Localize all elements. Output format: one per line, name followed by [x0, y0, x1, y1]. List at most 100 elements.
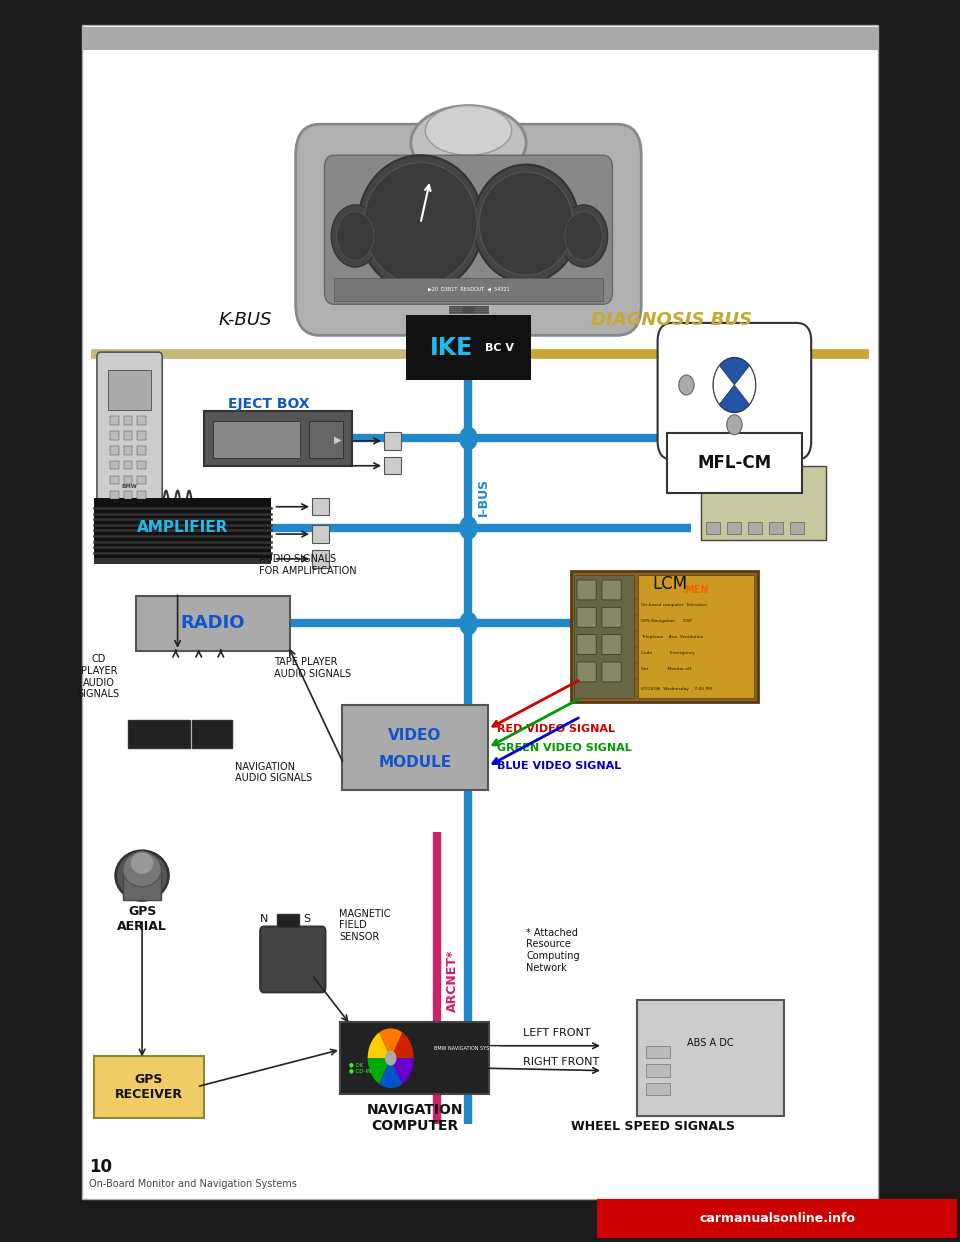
Text: MEN: MEN: [684, 585, 708, 595]
Wedge shape: [391, 1058, 414, 1084]
FancyBboxPatch shape: [137, 446, 146, 455]
Wedge shape: [719, 385, 750, 412]
Text: RED VIDEO SIGNAL: RED VIDEO SIGNAL: [497, 724, 615, 734]
FancyBboxPatch shape: [602, 607, 621, 627]
Text: EJECT BOX: EJECT BOX: [228, 396, 310, 411]
FancyBboxPatch shape: [110, 461, 119, 469]
Text: N: N: [260, 914, 268, 924]
Wedge shape: [391, 1032, 414, 1058]
Circle shape: [713, 358, 756, 412]
FancyBboxPatch shape: [137, 431, 146, 440]
Wedge shape: [713, 365, 734, 405]
Circle shape: [560, 205, 608, 267]
Circle shape: [564, 211, 603, 261]
Text: S: S: [303, 914, 311, 924]
FancyBboxPatch shape: [82, 25, 878, 1199]
FancyBboxPatch shape: [790, 522, 804, 534]
Ellipse shape: [123, 852, 161, 887]
FancyBboxPatch shape: [192, 720, 232, 748]
Text: MAGNETIC
FIELD
SENSOR: MAGNETIC FIELD SENSOR: [339, 909, 391, 941]
Ellipse shape: [425, 106, 512, 155]
FancyBboxPatch shape: [137, 416, 146, 425]
FancyBboxPatch shape: [123, 873, 161, 900]
Ellipse shape: [364, 163, 477, 284]
Text: TAPE PLAYER
AUDIO SIGNALS: TAPE PLAYER AUDIO SIGNALS: [274, 657, 350, 679]
Wedge shape: [719, 358, 750, 385]
Ellipse shape: [115, 851, 169, 900]
FancyBboxPatch shape: [124, 431, 132, 440]
FancyBboxPatch shape: [94, 558, 271, 564]
FancyBboxPatch shape: [110, 431, 119, 440]
FancyBboxPatch shape: [94, 1056, 204, 1118]
Text: MFL-CM: MFL-CM: [697, 455, 772, 472]
FancyBboxPatch shape: [277, 914, 299, 927]
FancyBboxPatch shape: [334, 278, 603, 301]
FancyBboxPatch shape: [124, 416, 132, 425]
FancyBboxPatch shape: [406, 315, 531, 380]
FancyBboxPatch shape: [124, 446, 132, 455]
Circle shape: [460, 427, 477, 450]
Circle shape: [679, 375, 694, 395]
Ellipse shape: [479, 173, 573, 276]
FancyBboxPatch shape: [340, 1022, 489, 1094]
Wedge shape: [379, 1058, 402, 1088]
Ellipse shape: [130, 852, 154, 874]
FancyBboxPatch shape: [110, 446, 119, 455]
FancyBboxPatch shape: [110, 476, 119, 484]
Ellipse shape: [411, 106, 526, 180]
Text: BMW: BMW: [122, 484, 137, 489]
Text: NAVIGATION
COMPUTER: NAVIGATION COMPUTER: [367, 1103, 463, 1133]
FancyBboxPatch shape: [645, 1064, 670, 1077]
Text: 07/24/96  Wednesday    7:05 PM: 07/24/96 Wednesday 7:05 PM: [641, 687, 712, 692]
FancyBboxPatch shape: [137, 461, 146, 469]
Text: VIDEO: VIDEO: [388, 728, 442, 743]
FancyBboxPatch shape: [384, 457, 401, 474]
FancyBboxPatch shape: [638, 575, 754, 698]
Text: K-BUS: K-BUS: [218, 312, 272, 329]
FancyBboxPatch shape: [110, 491, 119, 499]
FancyBboxPatch shape: [97, 353, 162, 517]
FancyBboxPatch shape: [727, 522, 741, 534]
FancyBboxPatch shape: [602, 662, 621, 682]
Text: MODULE: MODULE: [378, 755, 451, 770]
FancyBboxPatch shape: [667, 433, 802, 493]
Text: Telephone    Aux. Ventilation: Telephone Aux. Ventilation: [641, 635, 704, 640]
Wedge shape: [368, 1058, 391, 1084]
Text: BMW NAVIGATION SYSTEM: BMW NAVIGATION SYSTEM: [434, 1046, 499, 1051]
FancyBboxPatch shape: [137, 491, 146, 499]
Circle shape: [336, 211, 374, 261]
FancyBboxPatch shape: [748, 522, 762, 534]
FancyBboxPatch shape: [324, 155, 612, 304]
FancyBboxPatch shape: [204, 411, 352, 466]
FancyBboxPatch shape: [574, 575, 634, 698]
FancyBboxPatch shape: [602, 635, 621, 655]
Ellipse shape: [473, 165, 579, 283]
Text: RIGHT FRONT: RIGHT FRONT: [523, 1057, 599, 1067]
FancyBboxPatch shape: [312, 525, 329, 543]
FancyBboxPatch shape: [94, 498, 271, 558]
Text: ARCNET*: ARCNET*: [445, 950, 459, 1012]
Ellipse shape: [358, 155, 483, 292]
Text: BLUE VIDEO SIGNAL: BLUE VIDEO SIGNAL: [497, 761, 621, 771]
FancyBboxPatch shape: [577, 635, 596, 655]
FancyBboxPatch shape: [645, 1046, 670, 1058]
Text: ● OK
● CD-IN: ● OK ● CD-IN: [349, 1063, 372, 1073]
Wedge shape: [734, 365, 756, 405]
Circle shape: [727, 415, 742, 435]
Text: On-board computer  Television: On-board computer Television: [641, 602, 708, 607]
FancyBboxPatch shape: [137, 476, 146, 484]
Text: WHEEL SPEED SIGNALS: WHEEL SPEED SIGNALS: [571, 1120, 734, 1133]
FancyBboxPatch shape: [701, 466, 826, 540]
Wedge shape: [368, 1032, 391, 1058]
Text: carmanualsonline.info: carmanualsonline.info: [699, 1212, 855, 1225]
FancyBboxPatch shape: [769, 522, 783, 534]
Text: BC V: BC V: [485, 343, 514, 353]
FancyBboxPatch shape: [571, 571, 758, 702]
Text: GPS
AERIAL: GPS AERIAL: [117, 905, 167, 933]
Wedge shape: [379, 1028, 402, 1058]
FancyBboxPatch shape: [108, 370, 151, 410]
FancyBboxPatch shape: [213, 421, 300, 458]
Text: GREEN VIDEO SIGNAL: GREEN VIDEO SIGNAL: [497, 743, 632, 753]
FancyBboxPatch shape: [658, 323, 811, 460]
Text: On-Board Monitor and Navigation Systems: On-Board Monitor and Navigation Systems: [89, 1179, 298, 1189]
